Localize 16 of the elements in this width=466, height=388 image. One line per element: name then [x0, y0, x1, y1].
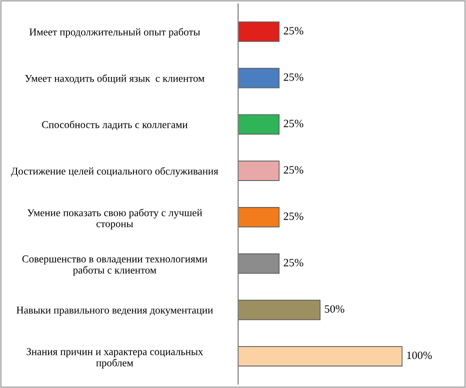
y-tick-label: Способность ладить с коллегами [42, 120, 188, 130]
y-tick-label: Умение показать свою работу с лучшей стороны [27, 208, 202, 230]
data-label: 25% [284, 120, 304, 128]
data-label: 100% [407, 352, 432, 360]
y-tick-label: Достижение целей социального обслуживания [11, 167, 218, 177]
data-label: 50% [324, 305, 344, 313]
y-tick-label: Совершенство в овладении технологиями работы с клиентом [22, 255, 208, 276]
y-tick-label: Имеет продолжительный опыт работы [29, 28, 200, 38]
data-label: 25% [284, 73, 304, 81]
y-tick-label: Навыки правильного ведения документации [16, 306, 213, 316]
data-label: 25% [284, 212, 304, 220]
y-tick-label: Знания причин и характера социальных проблем [26, 348, 204, 368]
data-label: 25% [284, 26, 304, 35]
y-tick-label: Умеет находить общий язык с клиентом [25, 74, 204, 84]
data-label: 25% [284, 166, 304, 174]
data-label: 25% [284, 258, 304, 266]
